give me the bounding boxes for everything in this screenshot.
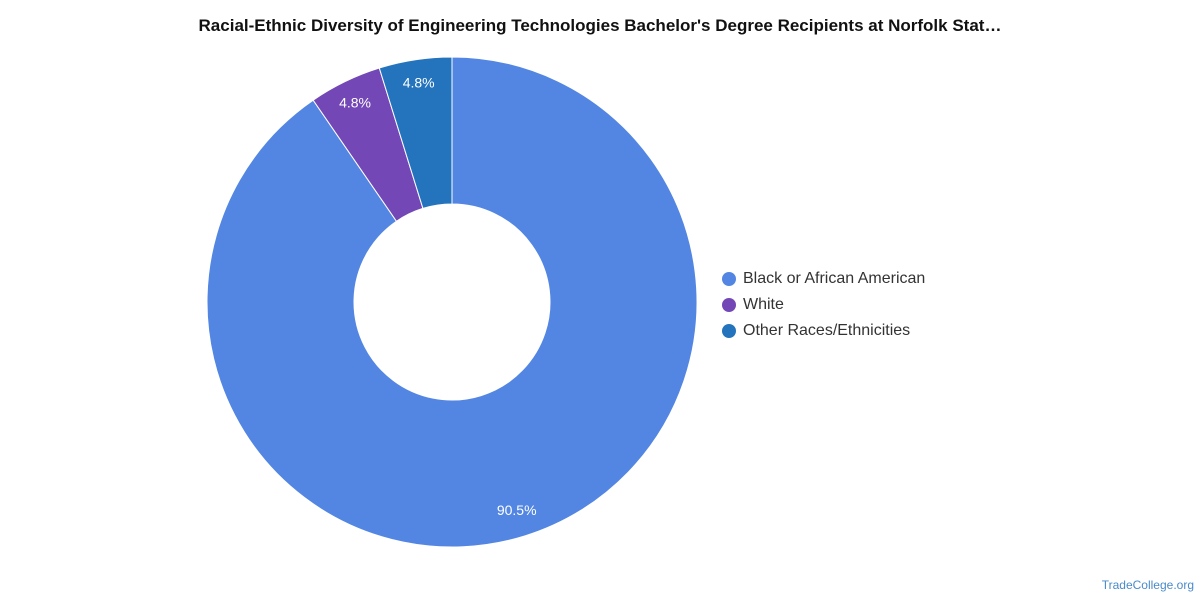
legend-label: White [743, 296, 784, 313]
slice-label: 4.8% [339, 94, 371, 110]
slice-other-races-ethnicities[interactable] [378, 56, 453, 210]
legend-item[interactable]: Other Races/Ethnicities [722, 318, 925, 344]
source-credit[interactable]: TradeCollege.org [1101, 578, 1194, 592]
slice-black-or-african-american[interactable] [206, 56, 698, 548]
legend-item[interactable]: Black or African American [722, 266, 925, 292]
legend-item[interactable]: White [722, 292, 925, 318]
chart-title: Racial-Ethnic Diversity of Engineering T… [198, 16, 1002, 35]
slice-label: 4.8% [403, 75, 435, 91]
legend-swatch [722, 324, 736, 338]
legend-swatch [722, 298, 736, 312]
slice-label: 90.5% [497, 502, 537, 518]
chart-legend: Black or African American White Other Race… [722, 266, 925, 344]
legend-swatch [722, 272, 736, 286]
legend-label: Black or African American [743, 270, 926, 287]
legend-label: Other Races/Ethnicities [743, 322, 911, 339]
